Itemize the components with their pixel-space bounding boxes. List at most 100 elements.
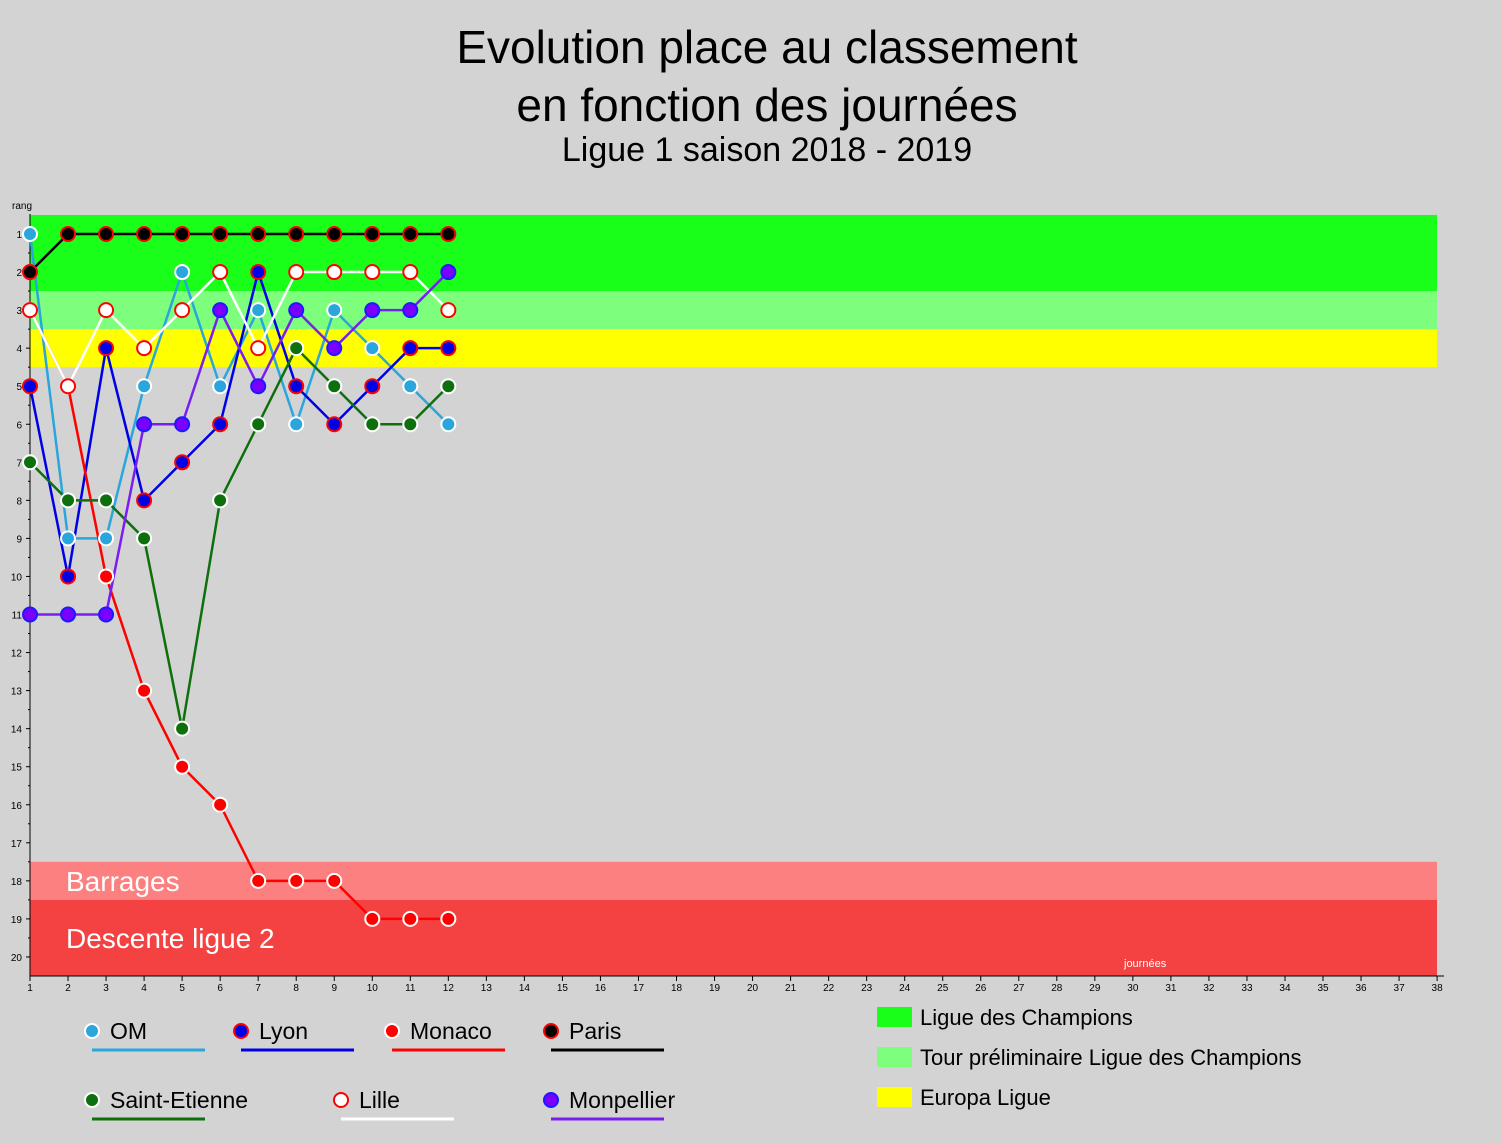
zone-legend-item: Europa Ligue [877,1085,1051,1110]
data-point-paris [98,226,115,242]
data-point-monaco [250,872,267,889]
data-point-monaco [212,796,229,813]
y-tick-label: 9 [16,534,22,545]
data-point-saint-etienne [60,492,77,509]
x-tick-label: 21 [785,983,797,994]
zone-descente-ligue-2 [30,899,1437,976]
legend-item-saint-etienne: Saint-Etienne [84,1087,248,1121]
y-tick-label: 7 [16,458,22,469]
data-point-lyon [288,378,305,395]
zone-tour-pr-liminaire-ligue-des-champions [30,291,1437,330]
y-tick-label: 13 [11,687,23,698]
legend-label: OM [110,1018,147,1044]
x-tick-label: 8 [293,983,299,994]
zone-legend-item: Ligue des Champions [877,1005,1133,1030]
x-tick-label: 11 [405,983,416,994]
chart-title-line-2: en fonction des journées [516,79,1018,131]
zone-bands [30,214,1437,976]
y-tick-label: 4 [16,344,22,355]
data-point-monaco [288,872,305,889]
data-point-lille [250,340,267,357]
data-point-monpellier [440,264,457,281]
data-point-lille [440,302,457,319]
x-tick-label: 23 [861,983,873,994]
data-point-saint-etienne [174,720,191,737]
legend-label: Monaco [410,1018,492,1044]
x-tick-label: 18 [671,983,683,994]
data-point-lille [402,264,419,281]
y-tick-label: 15 [11,763,23,774]
x-tick-label: 1 [27,983,33,994]
legend-marker [84,1092,100,1108]
x-tick-label: 27 [1013,983,1025,994]
zone-legend-label: Tour préliminaire Ligue des Champions [920,1045,1302,1070]
data-point-lyon [250,264,267,281]
data-point-monpellier [174,416,191,433]
y-tick-label: 10 [11,572,23,583]
legend-marker [233,1023,249,1039]
x-tick-label: 31 [1165,983,1177,994]
y-tick-label: 11 [12,611,23,622]
x-tick-label: 30 [1127,983,1139,994]
x-tick-label: 38 [1432,983,1444,994]
data-point-paris [174,226,191,242]
legend-label: Saint-Etienne [110,1087,248,1113]
data-point-lyon [364,378,381,395]
data-point-lyon [440,340,457,357]
data-point-monaco [174,758,191,775]
y-tick-label: 2 [16,268,22,279]
data-point-monaco [136,682,153,699]
y-tick-label: 6 [16,420,22,431]
data-point-lyon [60,568,77,585]
data-point-monpellier [250,378,267,395]
data-point-monaco [440,910,457,927]
x-tick-label: 35 [1317,983,1329,994]
legend-marker [543,1092,559,1108]
series-points [22,226,457,927]
x-tick-label: 9 [331,983,337,994]
data-point-paris [326,226,343,242]
x-tick-label: 20 [747,983,759,994]
data-point-monpellier [212,302,229,319]
zone-europa-ligue [30,329,1437,368]
data-point-om [326,302,343,319]
x-tick-label: 24 [899,983,911,994]
y-tick-label: 16 [11,801,23,812]
y-tick-label: 14 [11,725,23,736]
legend-label: Lyon [259,1018,308,1044]
x-tick-label: 3 [103,983,109,994]
y-tick-label: 12 [11,649,23,660]
data-point-saint-etienne [402,416,419,433]
data-point-lille [364,264,381,281]
data-point-lille [136,340,153,357]
data-point-saint-etienne [364,416,381,433]
zone-legend-swatch [877,1047,912,1067]
y-tick-label: 17 [11,839,23,850]
data-point-saint-etienne [326,378,343,395]
data-point-monaco [402,910,419,927]
x-tick-label: 17 [633,983,645,994]
data-point-om [250,302,267,319]
legend-label: Lille [359,1087,400,1113]
data-point-paris [250,226,267,242]
y-tick-label: 5 [16,382,22,393]
data-point-lyon [326,416,343,433]
data-point-paris [364,226,381,242]
data-point-monpellier [288,302,305,319]
data-point-om [288,416,305,433]
zone-ligue-des-champions [30,214,1437,292]
zone-legend-swatch [877,1007,912,1027]
data-point-lille [174,302,191,319]
y-tick-label: 20 [11,953,23,964]
legend-label: Monpellier [569,1087,675,1113]
x-tick-label: 6 [217,983,223,994]
x-tick-label: 14 [519,983,531,994]
data-point-monpellier [98,606,115,623]
data-point-om [60,530,77,547]
legend-item-monpellier: Monpellier [543,1087,675,1121]
data-point-monpellier [60,606,77,623]
zone-legend-label: Europa Ligue [920,1085,1051,1110]
data-point-om [212,378,229,395]
data-point-paris [440,226,457,242]
